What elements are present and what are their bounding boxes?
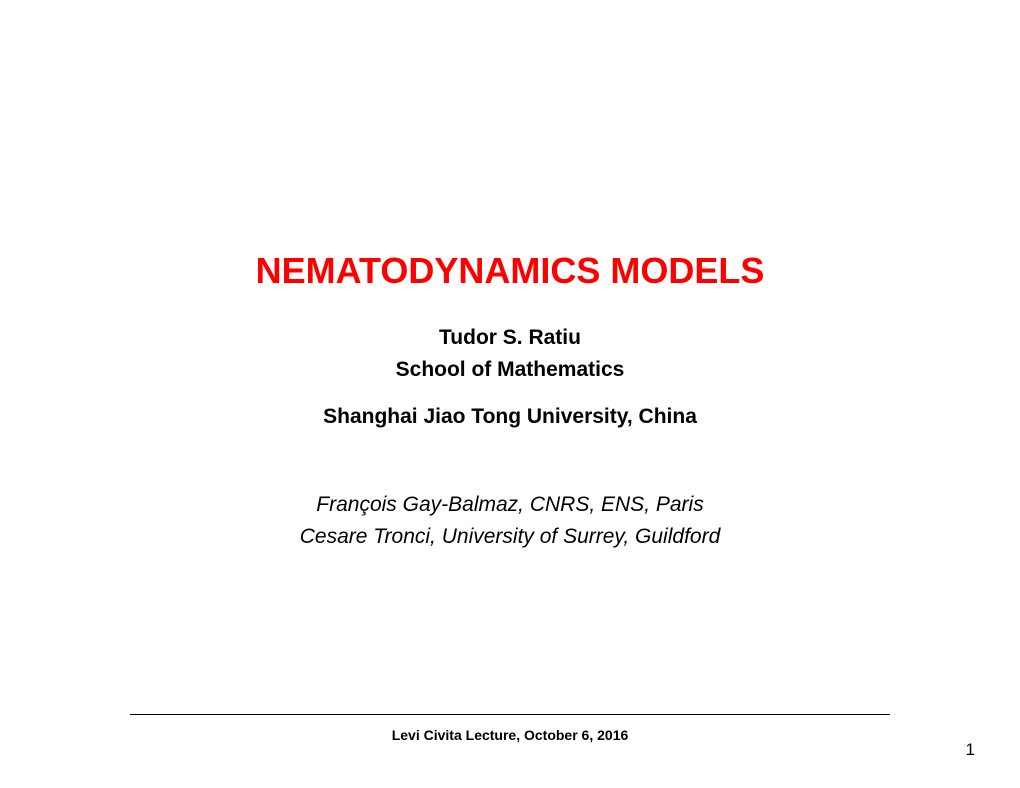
collaborators-block: François Gay-Balmaz, CNRS, ENS, Paris Ce…: [300, 489, 721, 552]
slide-title: NEMATODYNAMICS MODELS: [256, 250, 765, 292]
slide-container: NEMATODYNAMICS MODELS Tudor S. Ratiu Sch…: [0, 0, 1020, 788]
footer-divider: [130, 714, 890, 715]
author-block: Tudor S. Ratiu School of Mathematics Sha…: [323, 322, 697, 429]
footer-area: Levi Civita Lecture, October 6, 2016: [0, 714, 1020, 743]
collaborator-item: Cesare Tronci, University of Surrey, Gui…: [300, 521, 721, 553]
author-name: Tudor S. Ratiu: [323, 322, 697, 354]
collaborator-item: François Gay-Balmaz, CNRS, ENS, Paris: [300, 489, 721, 521]
author-affiliation: School of Mathematics: [323, 354, 697, 386]
content-area: NEMATODYNAMICS MODELS Tudor S. Ratiu Sch…: [0, 0, 1020, 788]
author-university: Shanghai Jiao Tong University, China: [323, 405, 697, 429]
footer-text: Levi Civita Lecture, October 6, 2016: [0, 727, 1020, 743]
page-number: 1: [966, 740, 975, 760]
